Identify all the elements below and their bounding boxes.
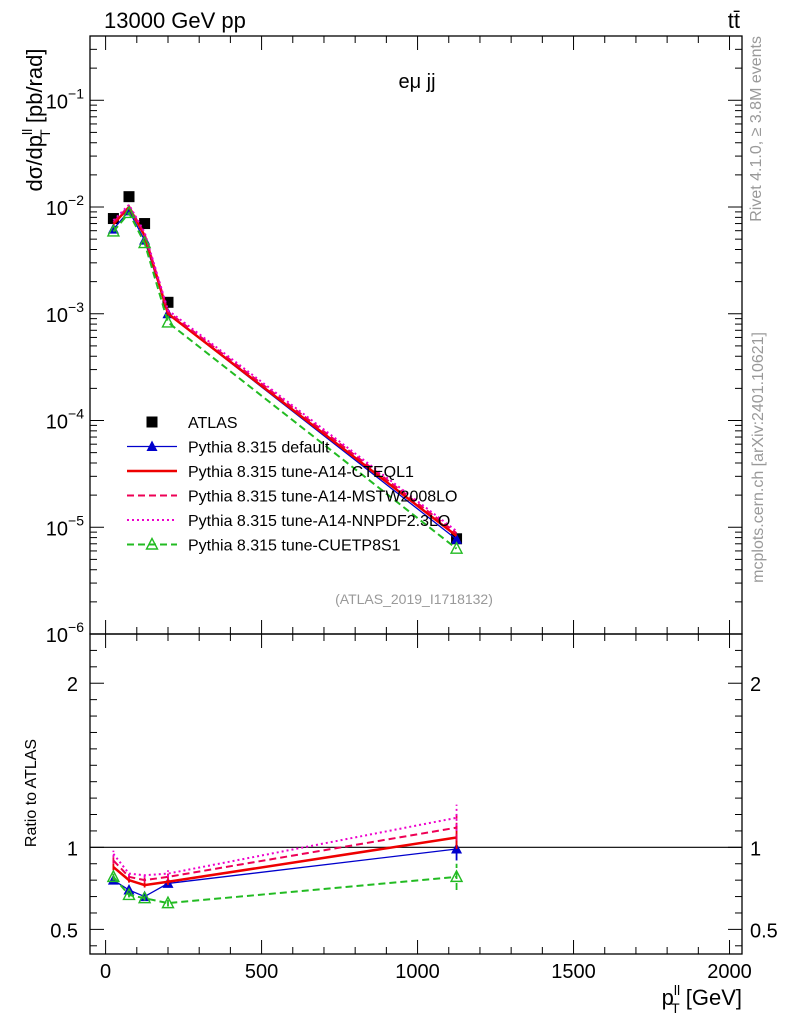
ratio-xtick-label: 500 (245, 961, 278, 983)
rivet-label: Rivet 4.1.0, ≥ 3.8M events (748, 36, 765, 222)
main-ytick-label: 10−5 (46, 512, 84, 540)
main-point (106, 223, 121, 237)
mcplots-label: mcplots.cern.ch [arXiv:2401.10621] (750, 332, 767, 583)
ratio-series-4 (106, 863, 464, 909)
main-point (123, 191, 135, 203)
ratio-ytick-label-right: 2 (750, 674, 761, 696)
ratio-series-line (112, 816, 457, 877)
legend-item: ATLAS (146, 415, 238, 432)
ratio-point (137, 890, 152, 904)
ratio-xtick-label: 2000 (707, 961, 752, 983)
legend-label: Pythia 8.315 tune-A14-CTEQL1 (188, 464, 414, 481)
legend-item: Pythia 8.315 default (127, 440, 330, 457)
ratio-series-line (112, 875, 457, 905)
legend-label: Pythia 8.315 tune-CUETP8S1 (188, 538, 401, 555)
main-ytick-label: 10−2 (46, 192, 84, 220)
main-ytick-label: 10−1 (46, 85, 84, 113)
main-point (451, 533, 463, 544)
ratio-point (106, 869, 121, 883)
ratio-xtick-label: 1500 (551, 961, 596, 983)
main-point (161, 314, 175, 328)
legend-marker (146, 416, 158, 428)
ratio-point (449, 869, 464, 883)
ratio-xtick-label: 0 (100, 961, 111, 983)
legend: ATLAS Pythia 8.315 default Pythia 8.315 tu… (127, 415, 457, 555)
main-ticks (90, 35, 742, 635)
ratio-xtick-label: 1000 (395, 961, 440, 983)
main-series-line (112, 211, 458, 550)
legend-item: Pythia 8.315 tune-A14-MSTW2008LO (127, 489, 457, 506)
main-series-3 (112, 204, 458, 534)
ratio-xtick-labels: 0 500 1000 1500 2000 (100, 961, 752, 983)
main-series (106, 191, 464, 554)
process-label: tt̄ (728, 8, 740, 33)
ratio-ytick-label-right: 0.5 (750, 920, 778, 942)
ratio-series-3 (112, 804, 458, 878)
ratio-ytick-label-left: 0.5 (50, 920, 78, 942)
legend-item: Pythia 8.315 tune-CUETP8S1 (127, 536, 401, 555)
energy-label: 13000 GeV pp (104, 8, 246, 33)
main-series-line (112, 204, 458, 534)
ratio-ytick-label-right: 1 (750, 838, 761, 860)
legend-label: ATLAS (188, 415, 238, 432)
legend-label: Pythia 8.315 tune-A14-NNPDF2.3LO (188, 513, 450, 530)
ratio-point (122, 887, 136, 901)
legend-label: Pythia 8.315 tune-A14-MSTW2008LO (188, 489, 457, 506)
analysis-label: (ATLAS_2019_I1718132) (335, 591, 493, 607)
ratio-ytick-labels: 0.5 0.5 1 1 2 2 (50, 674, 778, 942)
ratio-ytick-label-left: 2 (67, 674, 78, 696)
ratio-ylabel: Ratio to ATLAS (23, 739, 40, 847)
legend-label: Pythia 8.315 default (188, 440, 330, 457)
ratio-ytick-label-left: 1 (67, 838, 78, 860)
main-ytick-label: 10−4 (46, 406, 84, 434)
main-point (139, 218, 151, 230)
ratio-series-line (112, 826, 457, 882)
ratio-point (161, 895, 175, 909)
main-ylabel: dσ/dpll T [pb/rad] (19, 49, 53, 192)
legend-marker (146, 440, 158, 451)
legend-item: Pythia 8.315 tune-A14-CTEQL1 (127, 464, 414, 481)
main-ytick-labels: 10−1 10−2 10−3 10−4 10−5 10−6 (46, 85, 84, 647)
ratio-series (106, 804, 464, 909)
main-title: eμ jj (398, 71, 435, 93)
main-series-line (112, 203, 458, 532)
main-panel: eμ jj (ATLAS_2019_I1718132) 10−1 10−2 10−3… (19, 35, 743, 647)
main-point (107, 213, 119, 225)
main-point (122, 205, 136, 219)
main-point (449, 541, 464, 554)
ratio-plot-frame (89, 633, 743, 955)
main-series-line (112, 204, 458, 537)
main-ytick-label: 10−3 (46, 299, 84, 327)
legend-item: Pythia 8.315 tune-A14-NNPDF2.3LO (127, 513, 450, 530)
main-point (137, 235, 152, 249)
ratio-panel: 0.5 0.5 1 1 2 2 0 500 1000 1500 2000 Ratio to ATL… (23, 633, 778, 1016)
main-ytick-label: 10−6 (46, 619, 84, 647)
main-point (162, 296, 174, 308)
ratio-xlabel: pll T [GeV] (662, 982, 742, 1016)
ratio-ticks (90, 633, 742, 954)
main-series-5 (106, 205, 464, 554)
main-series-2 (112, 204, 458, 537)
ratio-series-2 (112, 814, 458, 883)
main-series-4 (112, 203, 458, 532)
legend-marker (145, 536, 159, 550)
